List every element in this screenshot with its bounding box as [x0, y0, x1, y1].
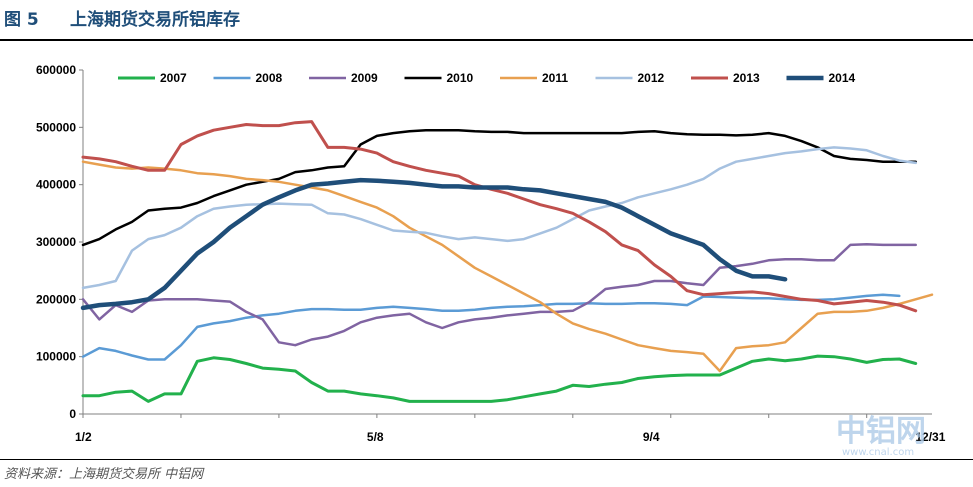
- series-line-2013: [81, 120, 918, 313]
- x-tick-label: 1/2: [75, 430, 92, 444]
- figure-title: 上海期货交易所铝库存: [70, 10, 240, 30]
- series-line-2009: [81, 243, 917, 347]
- x-tick-label: 5/8: [367, 430, 384, 444]
- legend-label-2013: 2013: [733, 71, 760, 85]
- series-line-2007: [81, 354, 918, 403]
- series-line-2012: [81, 146, 917, 290]
- series-line-2008: [81, 293, 901, 361]
- figure-header: 图 5 上海期货交易所铝库存: [0, 0, 973, 41]
- source-note: 资料来源：上海期货交易所 中铝网: [4, 467, 204, 482]
- y-tick-label: 300000: [36, 235, 76, 249]
- chart-legend: 2007 2008 2009 2010 2011 2012 2013 2014: [118, 71, 856, 85]
- y-tick-label: 400000: [36, 178, 76, 192]
- legend-label-2014: 2014: [829, 71, 856, 85]
- watermark-main: 中铝网: [836, 414, 926, 449]
- legend-label-2009: 2009: [351, 71, 378, 85]
- x-tick-label: 12/31: [915, 430, 945, 444]
- chart-series-lines: [80, 120, 934, 403]
- y-tick-label: 500000: [36, 120, 76, 134]
- watermark-logo: 中铝网 www.cnal.com: [836, 414, 926, 458]
- legend-label-2010: 2010: [447, 71, 474, 85]
- y-tick-label: 0: [69, 407, 76, 421]
- series-line-2011: [81, 160, 934, 373]
- legend-label-2012: 2012: [638, 71, 665, 85]
- footer-rule: [0, 459, 973, 460]
- legend-label-2007: 2007: [160, 71, 187, 85]
- figure-label: 图 5: [4, 10, 39, 30]
- header-rule: [0, 39, 973, 41]
- watermark-sub: www.cnal.com: [842, 447, 914, 458]
- series-line-2014: [80, 177, 788, 311]
- legend-label-2008: 2008: [256, 71, 283, 85]
- chart-axes: 0 100000 200000 300000 400000 500000 600000 1/2…: [36, 63, 946, 444]
- legend-label-2011: 2011: [542, 71, 568, 85]
- y-tick-label: 100000: [36, 350, 76, 364]
- y-tick-label: 200000: [36, 292, 76, 306]
- x-tick-label: 9/4: [643, 430, 660, 444]
- y-tick-label: 600000: [36, 63, 76, 77]
- series-line-2010: [81, 128, 917, 247]
